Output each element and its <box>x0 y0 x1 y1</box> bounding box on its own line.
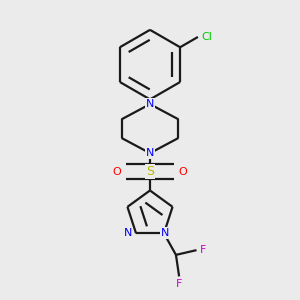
Text: O: O <box>179 167 188 176</box>
Text: F: F <box>200 245 207 255</box>
Text: N: N <box>146 99 154 109</box>
Text: N: N <box>146 148 154 158</box>
Text: S: S <box>146 165 154 178</box>
Text: Cl: Cl <box>201 32 212 42</box>
Text: N: N <box>161 228 170 239</box>
Text: F: F <box>176 279 182 289</box>
Text: O: O <box>112 167 121 176</box>
Text: N: N <box>124 228 132 239</box>
